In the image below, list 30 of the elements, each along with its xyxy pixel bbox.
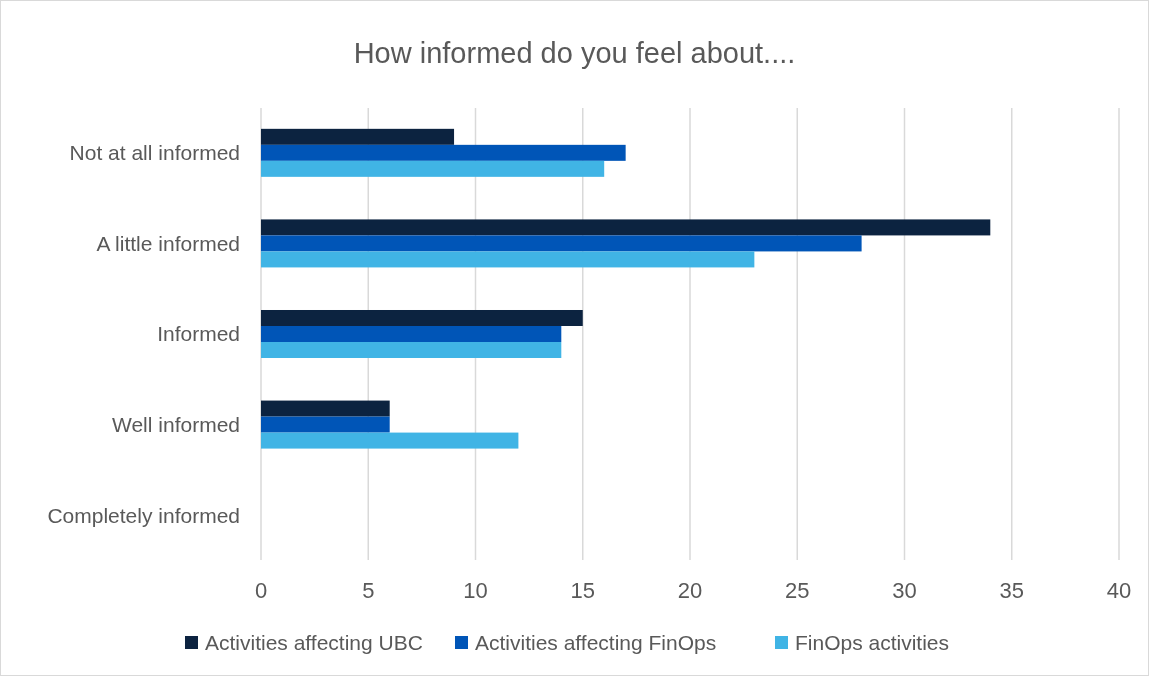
- x-tick-label: 40: [1106, 578, 1132, 603]
- y-tick-label: Not at all informed: [69, 141, 240, 165]
- chart-title: How informed do you feel about....: [353, 37, 796, 69]
- bar: [261, 235, 862, 252]
- bar: [261, 128, 455, 145]
- x-tick-label: 30: [892, 578, 917, 603]
- x-tick-label: 10: [463, 578, 488, 603]
- x-tick-label: 25: [785, 578, 810, 603]
- bar: [261, 326, 562, 342]
- bar: [261, 400, 390, 417]
- y-tick-label: Well informed: [112, 412, 240, 436]
- bar: [261, 160, 605, 177]
- y-tick-label: Informed: [157, 322, 240, 346]
- legend-label: FinOps activities: [795, 631, 950, 655]
- x-tick-label: 5: [362, 578, 375, 603]
- x-tick-label: 20: [677, 578, 703, 603]
- bar: [261, 416, 390, 433]
- bar: [261, 310, 583, 326]
- y-tick-label: A little informed: [96, 231, 240, 255]
- bar: [261, 219, 991, 236]
- x-tick-label: 0: [254, 578, 268, 603]
- bar: [261, 144, 626, 161]
- bar: [261, 432, 519, 449]
- y-tick-label: Completely informed: [47, 503, 240, 527]
- bar: [261, 342, 562, 358]
- legend-label: Activities affecting FinOps: [475, 631, 717, 655]
- legend-label: Activities affecting UBC: [205, 631, 423, 655]
- bar: [261, 251, 755, 268]
- x-tick-label: 15: [570, 578, 595, 603]
- x-tick-label: 35: [999, 578, 1024, 603]
